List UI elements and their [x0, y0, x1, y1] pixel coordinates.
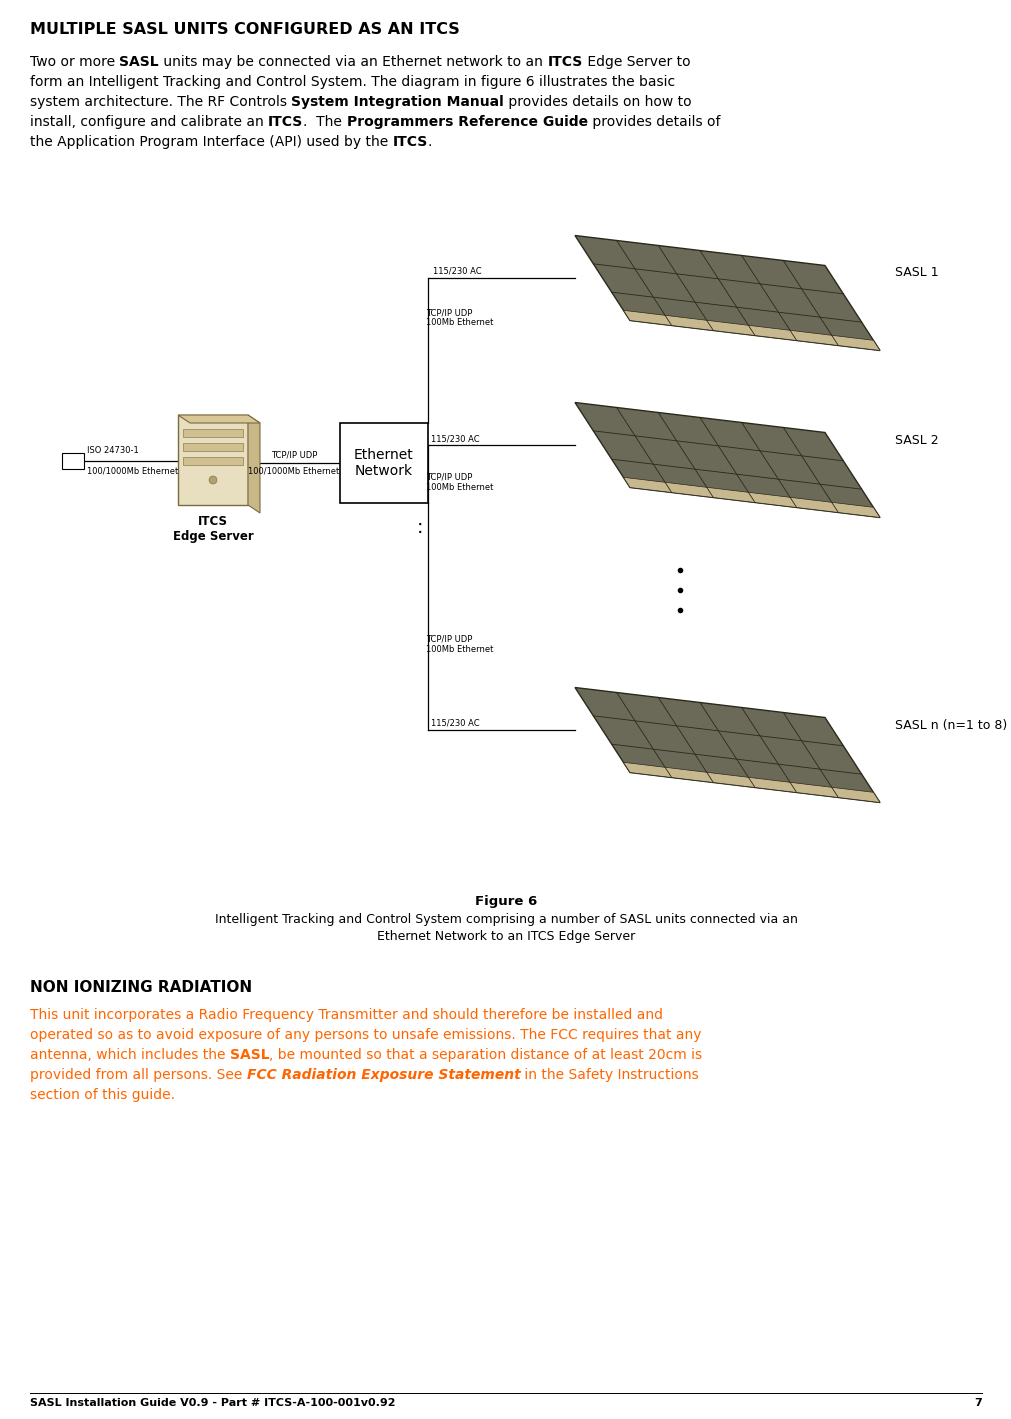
Text: :: :	[417, 518, 423, 536]
Text: ITCS
Edge Server: ITCS Edge Server	[173, 515, 253, 543]
Text: ISO 24730-1: ISO 24730-1	[87, 446, 139, 455]
Polygon shape	[623, 477, 880, 518]
Text: 115/230 AC: 115/230 AC	[431, 719, 479, 728]
Text: form an Intelligent Tracking and Control System. The diagram in figure 6 illustr: form an Intelligent Tracking and Control…	[30, 75, 674, 89]
Bar	[340, 423, 428, 502]
Text: Edge Server to: Edge Server to	[582, 55, 690, 70]
Bar	[62, 453, 84, 470]
Text: ITCS: ITCS	[547, 55, 582, 70]
Text: 100/1000Mb Ethernet: 100/1000Mb Ethernet	[248, 467, 340, 475]
Text: Two or more: Two or more	[30, 55, 119, 70]
Text: install, configure and calibrate an: install, configure and calibrate an	[30, 115, 268, 129]
Text: Ethernet Network to an ITCS Edge Server: Ethernet Network to an ITCS Edge Server	[376, 929, 635, 944]
Text: Figure 6: Figure 6	[474, 895, 537, 908]
Text: section of this guide.: section of this guide.	[30, 1088, 175, 1103]
Polygon shape	[248, 414, 260, 514]
Text: 115/230 AC: 115/230 AC	[433, 267, 481, 277]
Text: SASL: SASL	[229, 1049, 269, 1061]
Text: TCP/IP UDP
100Mb Ethernet: TCP/IP UDP 100Mb Ethernet	[426, 473, 493, 492]
Text: Intelligent Tracking and Control System comprising a number of SASL units connec: Intelligent Tracking and Control System …	[214, 912, 797, 927]
Text: provided from all persons. See: provided from all persons. See	[30, 1069, 247, 1083]
Text: ITCS: ITCS	[392, 135, 428, 149]
Text: the Application Program Interface (API) used by the: the Application Program Interface (API) …	[30, 135, 392, 149]
Text: system architecture. The RF Controls: system architecture. The RF Controls	[30, 95, 291, 109]
Text: 7: 7	[974, 1398, 981, 1408]
Polygon shape	[574, 687, 880, 803]
Polygon shape	[574, 403, 880, 518]
Text: SASL 2: SASL 2	[894, 433, 937, 447]
Polygon shape	[178, 414, 260, 423]
Bar	[183, 457, 243, 465]
Text: 100/1000Mb Ethernet: 100/1000Mb Ethernet	[87, 467, 178, 475]
Text: in the Safety Instructions: in the Safety Instructions	[520, 1069, 699, 1083]
Text: This unit incorporates a Radio Frequency Transmitter and should therefore be ins: This unit incorporates a Radio Frequency…	[30, 1007, 662, 1022]
Text: antenna, which includes the: antenna, which includes the	[30, 1049, 229, 1061]
Polygon shape	[574, 236, 880, 350]
Text: operated so as to avoid exposure of any persons to unsafe emissions. The FCC req: operated so as to avoid exposure of any …	[30, 1027, 701, 1042]
Text: Ethernet
Network: Ethernet Network	[354, 448, 413, 478]
Text: 115/230 AC: 115/230 AC	[431, 434, 479, 443]
Text: Programmers Reference Guide: Programmers Reference Guide	[347, 115, 587, 129]
Text: ITCS: ITCS	[268, 115, 303, 129]
Text: FCC Radiation Exposure Statement: FCC Radiation Exposure Statement	[247, 1069, 520, 1083]
Text: System Integration Manual: System Integration Manual	[291, 95, 503, 109]
Text: TCP/IP UDP
100Mb Ethernet: TCP/IP UDP 100Mb Ethernet	[426, 634, 493, 654]
Text: SASL: SASL	[119, 55, 159, 70]
Text: SASL n (n=1 to 8): SASL n (n=1 to 8)	[894, 718, 1006, 732]
Bar	[183, 443, 243, 451]
Text: provides details on how to: provides details on how to	[503, 95, 692, 109]
Text: .  The: . The	[303, 115, 347, 129]
Text: provides details of: provides details of	[587, 115, 720, 129]
Polygon shape	[623, 762, 880, 803]
Text: units may be connected via an Ethernet network to an: units may be connected via an Ethernet n…	[159, 55, 547, 70]
Text: SASL Installation Guide V0.9 - Part # ITCS-A-100-001v0.92: SASL Installation Guide V0.9 - Part # IT…	[30, 1398, 395, 1408]
Circle shape	[209, 475, 216, 484]
Bar	[178, 414, 248, 505]
Text: NON IONIZING RADIATION: NON IONIZING RADIATION	[30, 981, 252, 995]
Bar	[183, 429, 243, 437]
Text: .: .	[428, 135, 432, 149]
Text: TCP/IP UDP
100Mb Ethernet: TCP/IP UDP 100Mb Ethernet	[426, 308, 493, 328]
Text: SASL 1: SASL 1	[894, 267, 937, 280]
Polygon shape	[623, 311, 880, 350]
Text: TCP/IP UDP: TCP/IP UDP	[271, 450, 316, 458]
Text: , be mounted so that a separation distance of at least 20cm is: , be mounted so that a separation distan…	[269, 1049, 702, 1061]
Text: MULTIPLE SASL UNITS CONFIGURED AS AN ITCS: MULTIPLE SASL UNITS CONFIGURED AS AN ITC…	[30, 23, 459, 37]
